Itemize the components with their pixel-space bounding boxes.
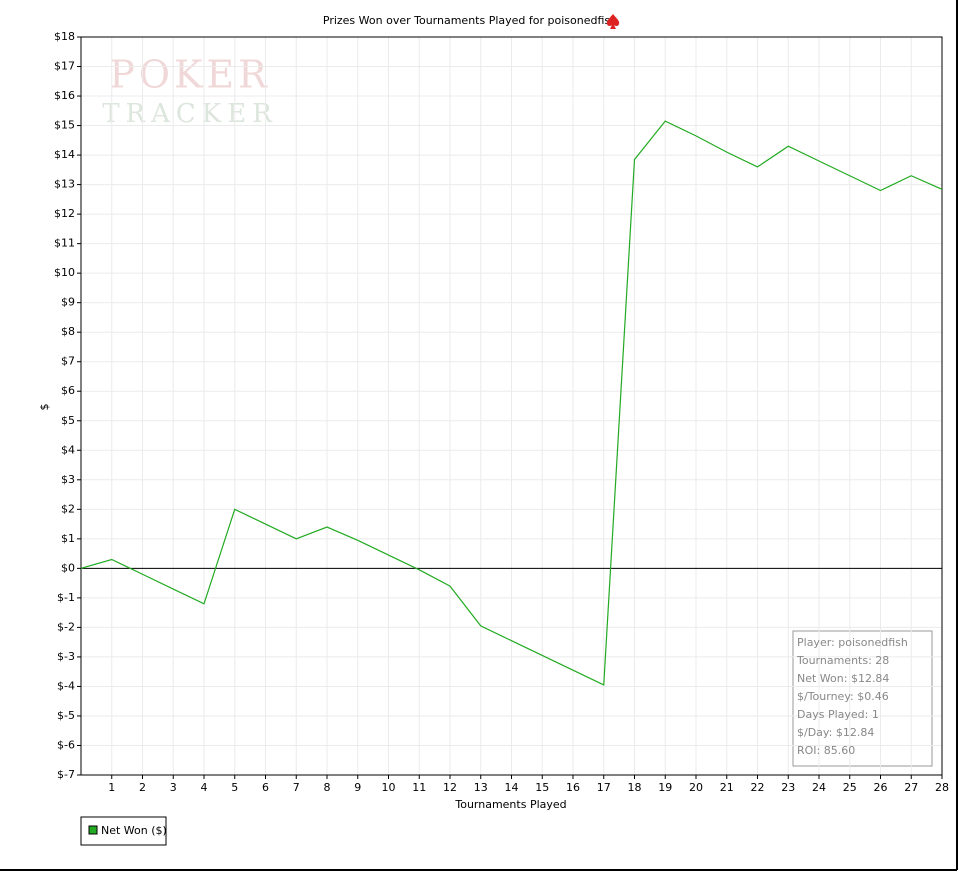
y-tick-label: $13 [54,178,75,191]
y-tick-label: $8 [61,325,75,338]
y-tick-label: $0 [61,561,75,574]
stat-line: $/Tourney: $0.46 [797,690,889,703]
y-tick-label: $18 [54,30,75,43]
y-tick-label: $16 [54,89,75,102]
y-tick-label: $-1 [57,591,75,604]
x-tick-label: 13 [474,781,488,794]
y-tick-label: $17 [54,60,75,73]
x-tick-label: 7 [293,781,300,794]
x-tick-label: 11 [412,781,426,794]
x-tick-label: 24 [812,781,826,794]
x-tick-label: 12 [443,781,457,794]
y-tick-label: $-4 [57,679,75,692]
x-tick-label: 2 [139,781,146,794]
y-tick-label: $10 [54,266,75,279]
x-tick-label: 9 [354,781,361,794]
x-tick-label: 4 [201,781,208,794]
y-tick-label: $-6 [57,738,75,751]
y-tick-label: $-5 [57,709,75,722]
y-tick-label: $-3 [57,650,75,663]
x-tick-label: 3 [170,781,177,794]
y-tick-label: $12 [54,207,75,220]
y-tick-label: $7 [61,355,75,368]
y-tick-label: $6 [61,384,75,397]
x-tick-label: 17 [597,781,611,794]
x-tick-label: 25 [843,781,857,794]
stat-line: Net Won: $12.84 [797,672,889,685]
x-tick-label: 26 [874,781,888,794]
x-tick-label: 21 [720,781,734,794]
x-tick-label: 23 [781,781,795,794]
x-tick-label: 5 [231,781,238,794]
watermark: TRACKER [102,99,278,129]
y-tick-label: $2 [61,502,75,515]
y-tick-label: $5 [61,414,75,427]
data-line [80,120,943,686]
x-tick-label: 28 [935,781,949,794]
plot-border [80,36,943,776]
y-tick-label: $-2 [57,620,75,633]
y-tick-label: $3 [61,473,75,486]
x-tick-label: 14 [505,781,519,794]
stat-line: Player: poisonedfish [797,636,908,649]
x-tick-label: 22 [751,781,765,794]
y-tick-label: $9 [61,296,75,309]
legend-swatch [88,825,98,835]
stat-line: $/Day: $12.84 [797,726,874,739]
x-tick-label: 15 [535,781,549,794]
y-tick-label: $11 [54,237,75,250]
stat-line: ROI: 85.60 [797,744,855,757]
spade-icon [606,14,620,29]
y-tick-label: $-7 [57,768,75,781]
y-tick-label: $14 [54,148,75,161]
stat-line: Tournaments: 28 [796,654,889,667]
legend-label: Net Won ($) [101,824,167,837]
stats-box [792,630,933,767]
stat-line: Days Played: 1 [797,708,879,721]
x-tick-label: 20 [689,781,703,794]
y-tick-label: $4 [61,443,75,456]
x-tick-label: 27 [904,781,918,794]
x-tick-label: 8 [324,781,331,794]
x-tick-label: 6 [262,781,269,794]
x-tick-label: 1 [108,781,115,794]
x-tick-label: 16 [566,781,580,794]
x-tick-label: 18 [628,781,642,794]
chart-title: Prizes Won over Tournaments Played for p… [323,14,617,27]
x-axis-label: Tournaments Played [454,798,566,811]
x-tick-label: 19 [658,781,672,794]
x-tick-label: 10 [382,781,396,794]
y-tick-label: $1 [61,532,75,545]
y-tick-label: $15 [54,119,75,132]
watermark: POKER [109,53,270,97]
y-axis-label: $ [38,404,51,411]
